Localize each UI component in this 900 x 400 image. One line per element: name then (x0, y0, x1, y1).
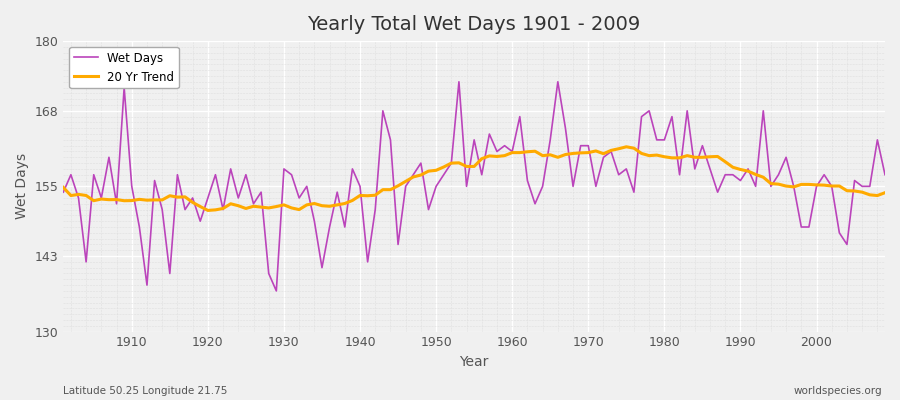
Line: Wet Days: Wet Days (63, 82, 885, 291)
X-axis label: Year: Year (460, 355, 489, 369)
20 Yr Trend (515, 150, 526, 155)
Y-axis label: Wet Days: Wet Days (15, 153, 29, 220)
Wet Days (879, 172, 890, 177)
20 Yr Trend (507, 150, 517, 155)
Wet Days (58, 190, 68, 194)
Line: 20 Yr Trend: 20 Yr Trend (63, 147, 885, 210)
Wet Days (515, 114, 526, 119)
20 Yr Trend (621, 144, 632, 149)
Wet Days (271, 288, 282, 293)
20 Yr Trend (119, 198, 130, 203)
Legend: Wet Days, 20 Yr Trend: Wet Days, 20 Yr Trend (69, 47, 179, 88)
20 Yr Trend (202, 208, 213, 213)
Text: Latitude 50.25 Longitude 21.75: Latitude 50.25 Longitude 21.75 (63, 386, 228, 396)
20 Yr Trend (339, 201, 350, 206)
20 Yr Trend (58, 185, 68, 190)
Wet Days (119, 85, 130, 90)
Wet Days (613, 172, 624, 177)
20 Yr Trend (879, 190, 890, 195)
Wet Days (454, 79, 464, 84)
Text: worldspecies.org: worldspecies.org (794, 386, 882, 396)
20 Yr Trend (293, 207, 304, 212)
Title: Yearly Total Wet Days 1901 - 2009: Yearly Total Wet Days 1901 - 2009 (308, 15, 641, 34)
Wet Days (522, 178, 533, 183)
Wet Days (293, 196, 304, 200)
20 Yr Trend (606, 148, 616, 153)
Wet Days (339, 225, 350, 230)
